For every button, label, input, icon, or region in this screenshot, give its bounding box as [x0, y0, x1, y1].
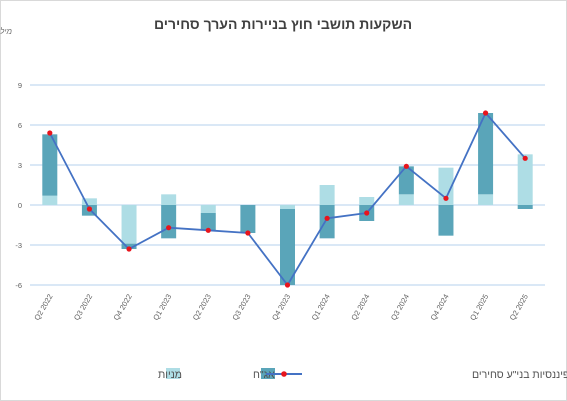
legend-swatch-total-marker	[281, 371, 287, 377]
legend-label-bonds: אג"ח	[253, 369, 275, 381]
legend-label-total: סך הכל השקעות פיננסיות בני"ע סחירים	[472, 369, 567, 381]
total-line-series	[47, 110, 528, 288]
bar-bonds	[398, 166, 414, 195]
y-axis: -6 -3 0 3 6 9	[15, 81, 22, 290]
chart-title: השקעות תושבי חוץ בניירות הערך סחירים	[154, 16, 412, 32]
y-tick-label: 3	[18, 161, 22, 170]
total-marker	[482, 110, 489, 116]
legend: מניות אג"ח סך הכל השקעות פיננסיות בני"ע סח…	[158, 368, 567, 381]
total-marker	[522, 155, 528, 161]
bar-equities	[359, 197, 375, 205]
total-marker	[403, 163, 409, 169]
gridlines	[30, 84, 545, 286]
bar-bonds	[240, 205, 256, 233]
total-marker	[86, 206, 93, 212]
total-marker	[166, 225, 172, 231]
bar-equities	[42, 195, 58, 205]
bar-bonds	[200, 213, 216, 231]
bar-equities	[319, 185, 335, 205]
y-tick-label: 6	[18, 121, 22, 130]
legend-swatch-equities	[166, 368, 180, 379]
legend-label-equities: מניות	[158, 369, 182, 381]
bar-equities	[161, 194, 177, 205]
total-marker	[47, 130, 53, 136]
y-tick-label: -3	[15, 241, 22, 250]
bar-bonds	[42, 134, 58, 196]
bar-bonds	[438, 205, 454, 236]
bar-bonds	[121, 243, 137, 249]
bar-bonds	[478, 113, 494, 195]
total-marker	[364, 210, 370, 216]
bar-equities	[478, 194, 494, 205]
y-tick-label: 9	[18, 81, 22, 90]
bar-equities	[398, 194, 414, 205]
y-tick-label: 0	[18, 201, 22, 210]
bar-equities	[517, 154, 533, 205]
total-marker	[443, 195, 449, 201]
bar-bonds	[319, 205, 335, 239]
bar-bonds	[280, 209, 295, 285]
bar-bonds	[161, 205, 177, 239]
y-tick-label: -6	[15, 281, 22, 290]
bar-series	[42, 113, 533, 285]
total-marker	[284, 282, 291, 288]
bar-equities	[81, 198, 97, 205]
total-marker	[205, 227, 211, 233]
bar-bonds	[517, 205, 533, 209]
total-marker	[324, 215, 330, 221]
total-marker	[126, 246, 132, 252]
total-marker	[245, 230, 251, 236]
unit-label: מיליארדי דולר	[0, 27, 12, 36]
bar-equities	[280, 205, 295, 209]
bar-equities	[121, 205, 137, 244]
bar-equities	[200, 205, 216, 213]
